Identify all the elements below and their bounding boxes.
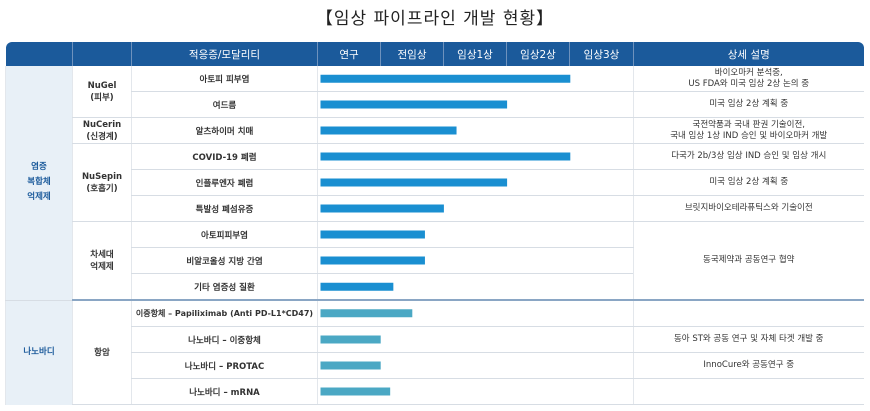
bar-cell xyxy=(317,247,634,274)
detail-cell: 바이오마커 분석중, US FDA와 미국 임상 2상 논의 중 xyxy=(633,66,864,92)
group-inflammasome: 염증 복합체 억제제 xyxy=(5,66,73,301)
subgroup-label: NuGel (피부) xyxy=(87,80,117,103)
indication-cell: 여드름 xyxy=(131,91,318,118)
header-stage-phase2: 임상2상 xyxy=(506,42,570,66)
bar-cell xyxy=(317,143,634,170)
table-row: NuSepin (호흡기) COVID-19 폐렴 다국가 2b/3상 임상 I… xyxy=(6,143,864,222)
header-stage-research: 연구 xyxy=(317,42,381,66)
subgroup-nugel: NuGel (피부) xyxy=(72,66,132,118)
bar-cell xyxy=(317,221,634,248)
subgroup-label: 항암 xyxy=(94,347,110,358)
subgroup-next-gen: 차세대 억제제 xyxy=(72,221,132,301)
table-row: 염증 복합체 억제제 NuGel (피부) 아토피 피부염 바이오마커 분석중,… xyxy=(5,66,864,301)
detail-cell: 동아 ST와 공동 연구 및 자체 타겟 개발 중 xyxy=(633,326,864,353)
page-title: 【임상 파이프라인 개발 현황】 xyxy=(315,9,555,29)
indication-cell: 아토피 피부염 xyxy=(131,66,318,92)
bar-cell xyxy=(317,195,634,222)
indication-cell: 알츠하이머 치매 xyxy=(131,117,318,144)
indication-cell: 기타 염증성 질환 xyxy=(131,273,318,301)
bar-cell xyxy=(317,66,634,92)
bar-cell xyxy=(317,300,634,327)
bar-cell xyxy=(317,378,634,405)
group-nanobody: 나노바디 xyxy=(5,300,73,405)
header-stage-phase1: 임상1상 xyxy=(443,42,507,66)
indication-cell: 비알코올성 지방 간염 xyxy=(131,247,318,274)
bar-cell xyxy=(317,117,634,144)
bar-cell xyxy=(317,91,634,118)
indication-cell: 아토피피부염 xyxy=(131,221,318,248)
table-row: 나노바디 – PROTAC InnoCure와 공동연구 중 xyxy=(6,352,864,379)
detail-cell-merged: 동국제약과 공동연구 협약 xyxy=(633,221,864,301)
indication-cell: COVID-19 폐렴 xyxy=(131,143,318,170)
detail-cell xyxy=(633,378,864,405)
group-label: 나노바디 xyxy=(23,347,55,357)
indication-cell: 특발성 폐섬유증 xyxy=(131,195,318,222)
detail-cell xyxy=(633,300,864,327)
indication-cell: 나노바디 – PROTAC xyxy=(131,352,318,379)
detail-cell: InnoCure와 공동연구 중 xyxy=(633,352,864,379)
subgroup-label: NuCerin (신경계) xyxy=(82,119,122,142)
subgroup-oncology: 항암 xyxy=(72,300,132,405)
bar-cell xyxy=(317,273,634,301)
detail-cell: 미국 임상 2상 계획 중 xyxy=(633,91,864,118)
detail-cell: 미국 임상 2상 계획 중 xyxy=(633,169,864,196)
bar-cell xyxy=(317,326,634,353)
table-row: 여드름 미국 임상 2상 계획 중 xyxy=(6,91,864,118)
header-blank-1 xyxy=(5,42,73,66)
indication-cell: 나노바디 – mRNA xyxy=(131,378,318,405)
table-row: 인플루엔자 폐렴 미국 임상 2상 계획 중 xyxy=(6,169,864,196)
bar-cell xyxy=(317,169,634,196)
header-blank-2 xyxy=(72,42,132,66)
header-row: 적응증/모달리티 연구 전임상 임상1상 임상2상 임상3상 상세 설명 xyxy=(5,42,864,66)
table-row: 나노바디 – mRNA xyxy=(6,378,864,405)
table-row: 차세대 억제제 아토피피부염 동국제약과 공동연구 협약 xyxy=(6,221,864,301)
indication-cell: 인플루엔자 폐렴 xyxy=(131,169,318,196)
indication-cell: 이중항체 – Papiliximab (Anti PD-L1*CD47) xyxy=(131,300,318,327)
header-indication: 적응증/모달리티 xyxy=(131,42,318,66)
subgroup-nusepin: NuSepin (호흡기) xyxy=(72,143,132,222)
subgroup-label: 차세대 억제제 xyxy=(90,249,114,272)
pipeline-table: 적응증/모달리티 연구 전임상 임상1상 임상2상 임상3상 상세 설명 염증 … xyxy=(5,42,864,405)
detail-cell: 브릿지바이오테라퓨틱스와 기술이전 xyxy=(633,195,864,222)
group-label: 염증 복합체 억제제 xyxy=(27,162,51,203)
detail-cell: 다국가 2b/3상 임상 IND 승인 및 임상 개시 xyxy=(633,143,864,170)
bar-cell xyxy=(317,352,634,379)
table-row: NuCerin (신경계) 알츠하이머 치매 국전약품과 국내 판권 기술이전,… xyxy=(6,117,864,144)
detail-cell: 국전약품과 국내 판권 기술이전, 국내 임상 1상 IND 승인 및 바이오마… xyxy=(633,117,864,144)
table-row: 나노바디 – 이중항체 동아 ST와 공동 연구 및 자체 타겟 개발 중 xyxy=(6,326,864,353)
table-row: 특발성 폐섬유증 브릿지바이오테라퓨틱스와 기술이전 xyxy=(6,195,864,222)
subgroup-label: NuSepin (호흡기) xyxy=(81,171,123,194)
header-stage-preclinical: 전임상 xyxy=(380,42,444,66)
table-row: 나노바디 항암 이중항체 – Papiliximab (Anti PD-L1*C… xyxy=(5,300,864,405)
header-details: 상세 설명 xyxy=(633,42,864,66)
header-stage-phase3: 임상3상 xyxy=(569,42,634,66)
indication-cell: 나노바디 – 이중항체 xyxy=(131,326,318,353)
subgroup-nucerin: NuCerin (신경계) xyxy=(72,117,132,144)
